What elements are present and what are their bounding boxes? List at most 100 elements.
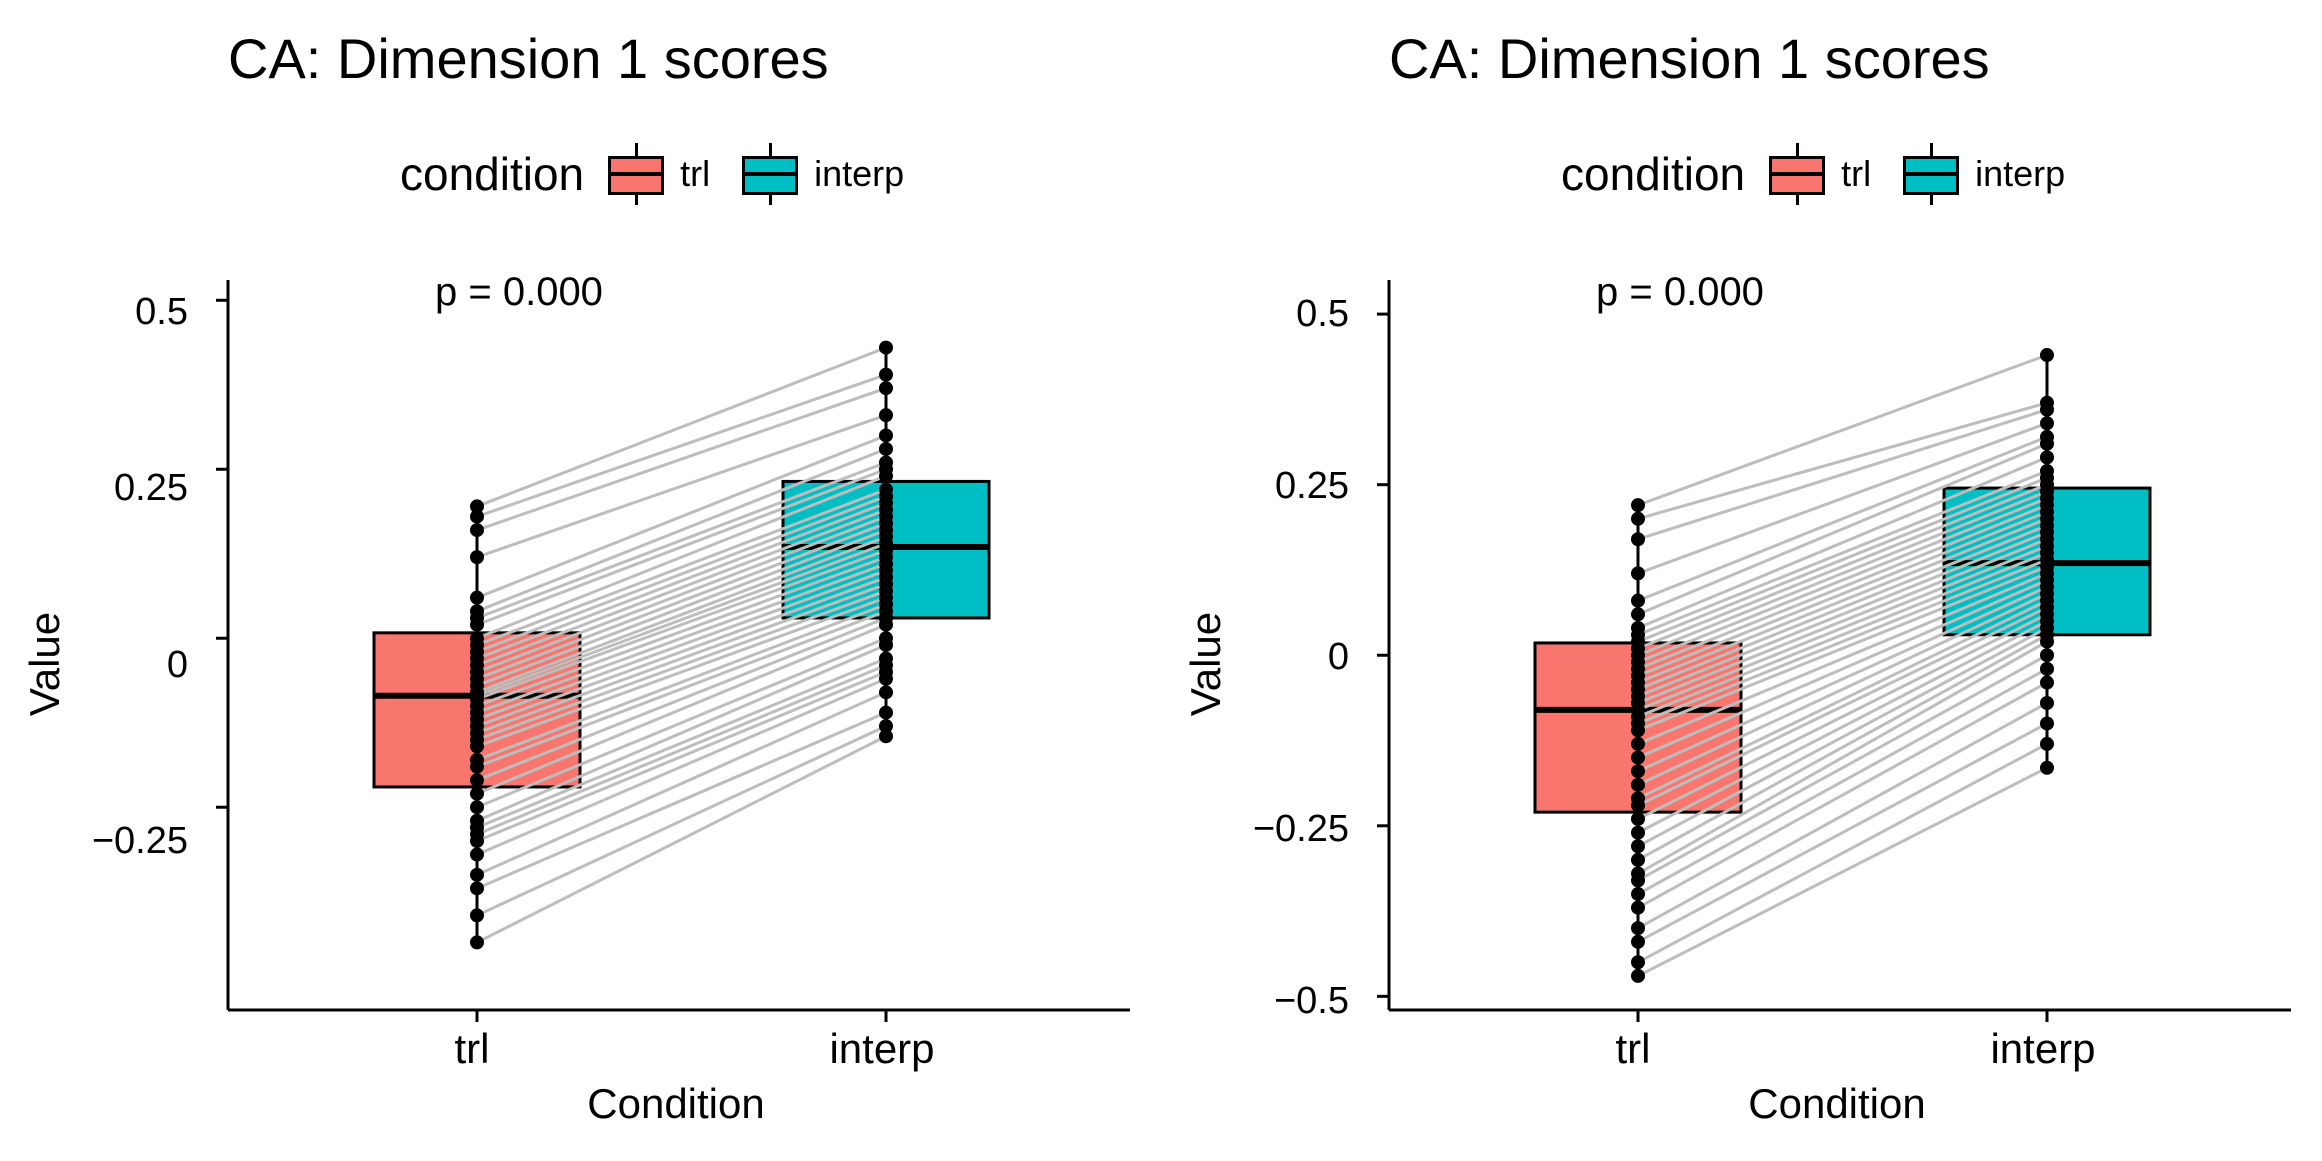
pair-line [1637,524,2048,691]
y-tick-label: 0.5 [1296,293,1349,335]
pair-line [476,346,887,508]
pair-line [476,663,887,836]
data-point-trl [470,550,484,565]
pair-line [476,711,887,890]
data-point-trl [1631,798,1645,813]
pair-line [1637,435,2048,603]
data-point-trl [1631,811,1645,826]
data-point-trl [470,499,484,514]
x-tick-label-trl: trl [1615,1025,1651,1072]
pair-line [476,447,887,613]
pair-line [476,461,887,620]
data-point-trl [470,739,484,754]
pair-line [476,515,887,674]
pair-line [476,582,887,735]
legend-label-interp: interp [814,153,905,194]
pair-line [1637,571,2048,746]
data-point-trl [470,759,484,774]
pair-line [476,508,887,667]
data-point-trl [1631,887,1645,902]
pair-line [1637,510,2048,678]
data-point-trl [1631,955,1645,970]
data-point-trl [1631,750,1645,765]
legend-label-interp: interp [1975,153,2066,194]
data-point-trl [1631,777,1645,792]
pair-line [476,562,887,715]
pair-line [1637,606,2048,807]
x-tick-label-trl: trl [454,1025,490,1072]
pair-line [476,434,887,600]
data-point-interp [2040,416,2054,431]
pair-line [476,521,887,681]
data-point-trl [470,786,484,801]
legend-title: condition [400,148,585,200]
data-point-trl [470,800,484,815]
data-point-trl [470,617,484,632]
data-point-trl [470,908,484,923]
pair-line [1637,503,2048,671]
data-point-interp [879,685,893,700]
p-value-annotation: p = 0.000 [435,270,603,314]
pair-line [476,690,887,877]
y-tick-label: 0.5 [135,291,188,333]
data-point-interp [879,441,893,456]
pair-line [476,596,887,748]
data-point-trl [470,773,484,788]
pair-line [1637,537,2048,705]
data-point-trl [470,847,484,862]
data-point-trl [1631,511,1645,526]
p-value-annotation: p = 0.000 [1596,270,1764,314]
data-point-trl [1631,532,1645,547]
pair-line [1637,408,2048,541]
pair-line [1637,442,2048,616]
pair-line [476,589,887,742]
legend-title: condition [1561,148,1746,200]
pair-line [1637,667,2048,896]
data-point-interp [879,408,893,423]
chart-panel-right: CA: Dimension 1 scores condition trl int… [1161,0,2322,1161]
pair-line [1637,585,2048,773]
data-point-interp [879,638,893,652]
pair-line [1637,421,2048,575]
pair-line [476,657,887,829]
y-tick-label: 0.25 [114,467,188,509]
pair-line [476,373,887,518]
pair-line [476,670,887,843]
pair-line [476,555,887,708]
pair-line [476,528,887,687]
plot-area [1377,280,2291,1022]
y-tick-label: −0.5 [1273,980,1349,1022]
pair-line [1637,612,2048,821]
legend-label-trl: trl [1841,153,1872,194]
pair-line [1637,640,2048,875]
pair-line [1637,633,2048,862]
legend-key-interp [1903,143,1960,205]
pair-line [476,535,887,694]
pair-line [1637,544,2048,712]
pair-line [1637,353,2048,507]
pair-line [476,616,887,782]
data-point-trl [1631,593,1645,608]
pair-line [476,501,887,660]
data-point-trl [470,867,484,882]
data-point-trl [1631,825,1645,840]
pair-line [1637,517,2048,684]
data-point-interp [2040,450,2054,465]
data-point-interp [2040,675,2054,690]
pair-line [1637,599,2048,800]
data-point-trl [470,523,484,538]
chart-panel-left: CA: Dimension 1 scores condition trl int… [21,27,1130,1127]
data-point-trl [1631,968,1645,983]
x-tick-label-interp: interp [829,1025,935,1072]
data-point-interp [2040,695,2054,710]
pair-line [476,474,887,640]
pair-line [1637,565,2048,732]
legend-key-trl [1769,143,1826,205]
data-point-interp [879,617,893,632]
pair-line [1637,701,2048,930]
pair-line [476,467,887,627]
pair-line [1637,619,2048,834]
data-point-trl [1631,934,1645,949]
pair-line [476,548,887,701]
